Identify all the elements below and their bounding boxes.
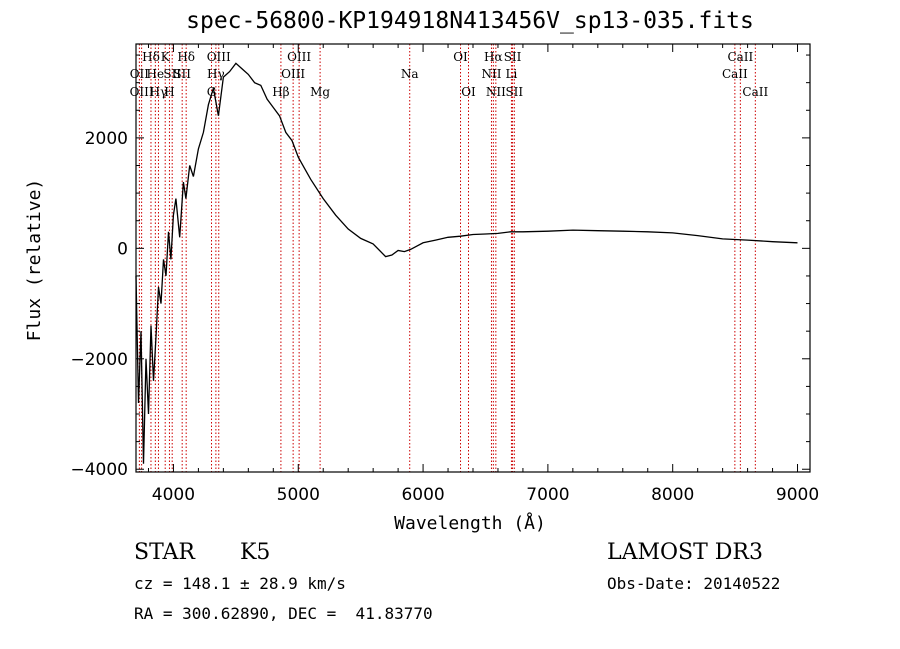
x-tick-label-4: 8000 — [651, 485, 694, 505]
x-axis-label: Wavelength (Å) — [394, 512, 546, 534]
line-label-21: NII — [481, 67, 501, 81]
line-label-4: Hγ — [150, 85, 168, 99]
line-label-22: NII — [486, 85, 506, 99]
line-label-5: K — [161, 50, 171, 64]
y-tick-label-3: 2000 — [85, 129, 128, 149]
line-label-17: Na — [401, 67, 419, 81]
line-label-24: Li — [506, 67, 518, 81]
line-label-11: Hγ — [207, 67, 225, 81]
y-tick-label-0: −4000 — [70, 460, 128, 480]
line-label-12: G — [207, 85, 217, 99]
line-label-6: SII — [163, 67, 181, 81]
survey-name: LAMOST DR3 — [607, 540, 763, 565]
coordinates: RA = 300.62890, DEC = 41.83770 — [134, 604, 433, 623]
x-tick-label-1: 5000 — [277, 485, 320, 505]
line-label-26: CaII — [727, 50, 753, 64]
x-tick-label-5: 9000 — [776, 485, 819, 505]
plot-frame — [135, 43, 811, 473]
line-label-13: Hβ — [272, 85, 289, 99]
line-label-27: CaII — [722, 67, 748, 81]
y-axis-label: Flux (relative) — [24, 179, 45, 342]
chart-title: spec-56800-KP194918N413456V_sp13-035.fit… — [186, 8, 754, 34]
line-label-8: Hδ — [177, 50, 195, 64]
line-label-16: Mg — [310, 85, 330, 99]
line-label-1: OII — [130, 67, 150, 81]
x-tick-label-2: 6000 — [401, 485, 444, 505]
line-label-9: SII — [173, 67, 191, 81]
line-label-20: Hα — [484, 50, 503, 64]
line-label-23: SII — [504, 50, 522, 64]
x-tick-label-3: 7000 — [526, 485, 569, 505]
redshift-cz: cz = 148.1 ± 28.9 km/s — [134, 574, 346, 593]
object-class: STAR — [134, 540, 195, 565]
line-label-10: OIII — [207, 50, 231, 64]
line-label-25: SII — [505, 85, 523, 99]
line-marker-layer — [138, 44, 756, 472]
line-label-0: Hδ — [142, 50, 160, 64]
line-label-19: OI — [461, 85, 476, 99]
line-label-15: OIII — [281, 67, 305, 81]
line-label-14: OIII — [287, 50, 311, 64]
y-tick-label-2: 0 — [117, 239, 128, 259]
object-subclass: K5 — [240, 540, 271, 565]
y-axis-ticks: −4000 −2000 0 2000 — [70, 54, 810, 480]
y-tick-label-1: −2000 — [70, 350, 128, 370]
line-label-18: OI — [453, 50, 468, 64]
x-axis-ticks: 4000 5000 6000 7000 8000 9000 — [147, 44, 819, 505]
line-label-28: CaII — [742, 85, 768, 99]
spectrum-line — [135, 62, 798, 464]
line-label-3: He — [147, 67, 165, 81]
line-label-7: H — [164, 85, 174, 99]
x-tick-label-0: 4000 — [152, 485, 195, 505]
obs-date: Obs-Date: 20140522 — [607, 574, 781, 593]
